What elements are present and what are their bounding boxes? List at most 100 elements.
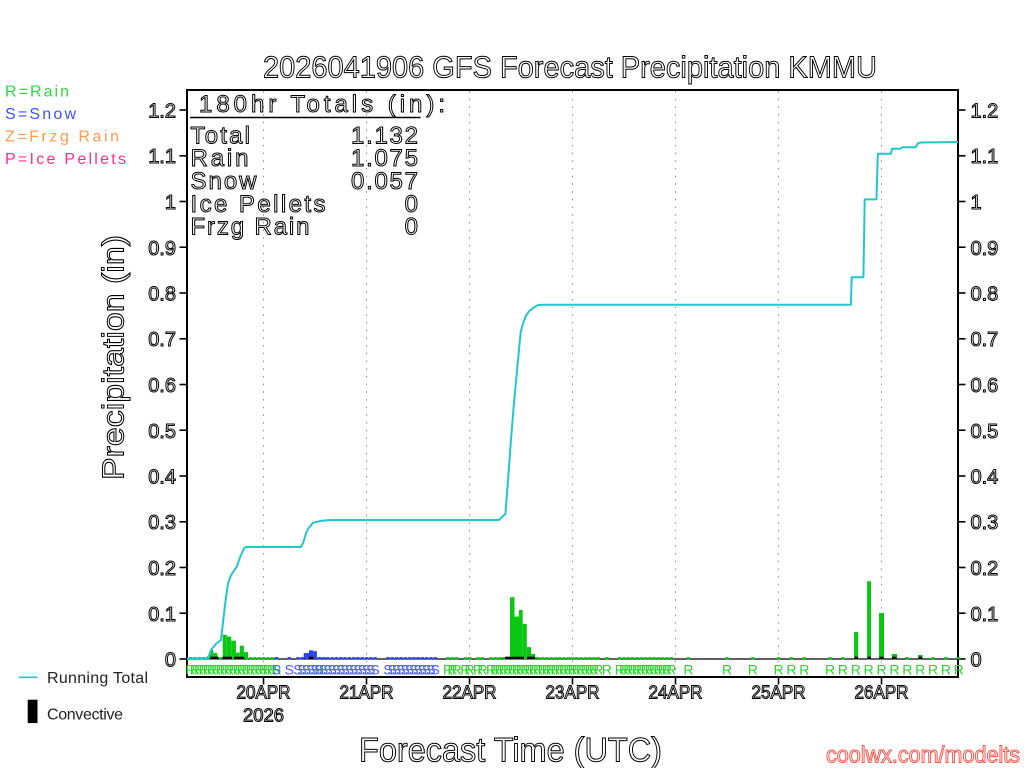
- svg-text:Running Total: Running Total: [47, 670, 148, 687]
- svg-text:S: S: [362, 662, 371, 678]
- svg-text:R: R: [452, 662, 462, 678]
- svg-text:S: S: [370, 662, 379, 678]
- svg-text:0.5: 0.5: [971, 421, 999, 443]
- svg-text:R: R: [653, 662, 663, 678]
- svg-text:S: S: [405, 662, 414, 678]
- svg-text:0.7: 0.7: [148, 329, 176, 351]
- svg-text:R: R: [259, 662, 269, 678]
- svg-text:0: 0: [405, 191, 418, 218]
- svg-text:R: R: [233, 662, 243, 678]
- svg-text:R: R: [495, 662, 505, 678]
- svg-text:R: R: [563, 662, 573, 678]
- svg-text:R: R: [645, 662, 655, 678]
- svg-text:R: R: [628, 662, 638, 678]
- svg-text:S: S: [388, 662, 397, 678]
- svg-text:P=Ice Pellets: P=Ice Pellets: [5, 151, 126, 168]
- svg-text:R: R: [825, 662, 835, 678]
- svg-text:R: R: [220, 662, 230, 678]
- svg-text:0.2: 0.2: [148, 558, 176, 580]
- svg-text:R: R: [576, 662, 586, 678]
- svg-text:R=Rain: R=Rain: [5, 84, 69, 101]
- svg-text:1.1: 1.1: [148, 146, 176, 168]
- svg-text:0.6: 0.6: [148, 375, 176, 397]
- svg-text:S: S: [426, 662, 435, 678]
- svg-text:R: R: [722, 662, 732, 678]
- svg-text:S: S: [383, 662, 392, 678]
- svg-text:0.8: 0.8: [148, 284, 176, 306]
- svg-text:R: R: [267, 662, 277, 678]
- svg-text:R: R: [486, 662, 496, 678]
- svg-text:R: R: [640, 662, 650, 678]
- svg-text:R: R: [447, 662, 457, 678]
- svg-text:S: S: [413, 662, 422, 678]
- svg-text:R: R: [465, 662, 475, 678]
- svg-text:R: R: [915, 662, 925, 678]
- svg-text:R: R: [786, 662, 796, 678]
- svg-text:R: R: [748, 662, 758, 678]
- svg-text:21APR: 21APR: [340, 683, 394, 703]
- svg-text:S: S: [392, 662, 401, 678]
- svg-text:S: S: [349, 662, 358, 678]
- svg-text:R: R: [211, 662, 221, 678]
- svg-text:0.5: 0.5: [148, 421, 176, 443]
- svg-text:1.132: 1.132: [351, 122, 418, 149]
- svg-text:S: S: [345, 662, 354, 678]
- svg-text:R: R: [512, 662, 522, 678]
- svg-text:0.6: 0.6: [971, 375, 999, 397]
- svg-text:2026: 2026: [243, 706, 284, 726]
- svg-text:R: R: [460, 662, 470, 678]
- svg-text:R: R: [954, 662, 964, 678]
- svg-text:0.3: 0.3: [971, 512, 999, 534]
- svg-text:S: S: [396, 662, 405, 678]
- svg-text:Forecast Time (UTC): Forecast Time (UTC): [359, 732, 662, 768]
- svg-text:R: R: [246, 662, 256, 678]
- svg-text:R: R: [683, 662, 693, 678]
- svg-text:R: R: [198, 662, 208, 678]
- svg-text:R: R: [636, 662, 646, 678]
- svg-text:1.1: 1.1: [971, 146, 999, 168]
- svg-text:R: R: [658, 662, 668, 678]
- svg-text:R: R: [773, 662, 783, 678]
- svg-text:R: R: [619, 662, 629, 678]
- svg-text:R: R: [520, 662, 530, 678]
- svg-text:R: R: [525, 662, 535, 678]
- svg-text:Total: Total: [191, 122, 251, 149]
- svg-text:0.7: 0.7: [971, 329, 999, 351]
- svg-text:S: S: [298, 662, 307, 678]
- svg-text:R: R: [928, 662, 938, 678]
- svg-text:R: R: [228, 662, 238, 678]
- svg-text:R: R: [250, 662, 260, 678]
- svg-text:R: R: [615, 662, 625, 678]
- svg-text:23APR: 23APR: [546, 683, 600, 703]
- svg-text:R: R: [602, 662, 612, 678]
- svg-text:R: R: [559, 662, 569, 678]
- svg-text:S: S: [431, 662, 440, 678]
- svg-text:R: R: [555, 662, 565, 678]
- svg-text:1: 1: [165, 192, 176, 214]
- svg-text:S: S: [310, 662, 319, 678]
- svg-text:R: R: [662, 662, 672, 678]
- svg-text:R: R: [237, 662, 247, 678]
- svg-text:R: R: [632, 662, 642, 678]
- svg-text:R: R: [203, 662, 213, 678]
- svg-text:Snow: Snow: [191, 168, 258, 195]
- svg-text:S: S: [306, 662, 315, 678]
- svg-text:R: R: [567, 662, 577, 678]
- svg-text:R: R: [580, 662, 590, 678]
- svg-text:R: R: [194, 662, 204, 678]
- svg-text:S: S: [293, 662, 302, 678]
- svg-text:R: R: [585, 662, 595, 678]
- svg-text:R: R: [224, 662, 234, 678]
- svg-text:R: R: [864, 662, 874, 678]
- svg-text:R: R: [589, 662, 599, 678]
- svg-text:R: R: [838, 662, 848, 678]
- svg-text:S: S: [401, 662, 410, 678]
- svg-text:S: S: [332, 662, 341, 678]
- svg-text:R: R: [490, 662, 500, 678]
- svg-text:S: S: [302, 662, 311, 678]
- svg-text:R: R: [572, 662, 582, 678]
- svg-text:R: R: [799, 662, 809, 678]
- svg-text:R: R: [477, 662, 487, 678]
- svg-text:R: R: [889, 662, 899, 678]
- svg-text:Rain: Rain: [191, 145, 249, 172]
